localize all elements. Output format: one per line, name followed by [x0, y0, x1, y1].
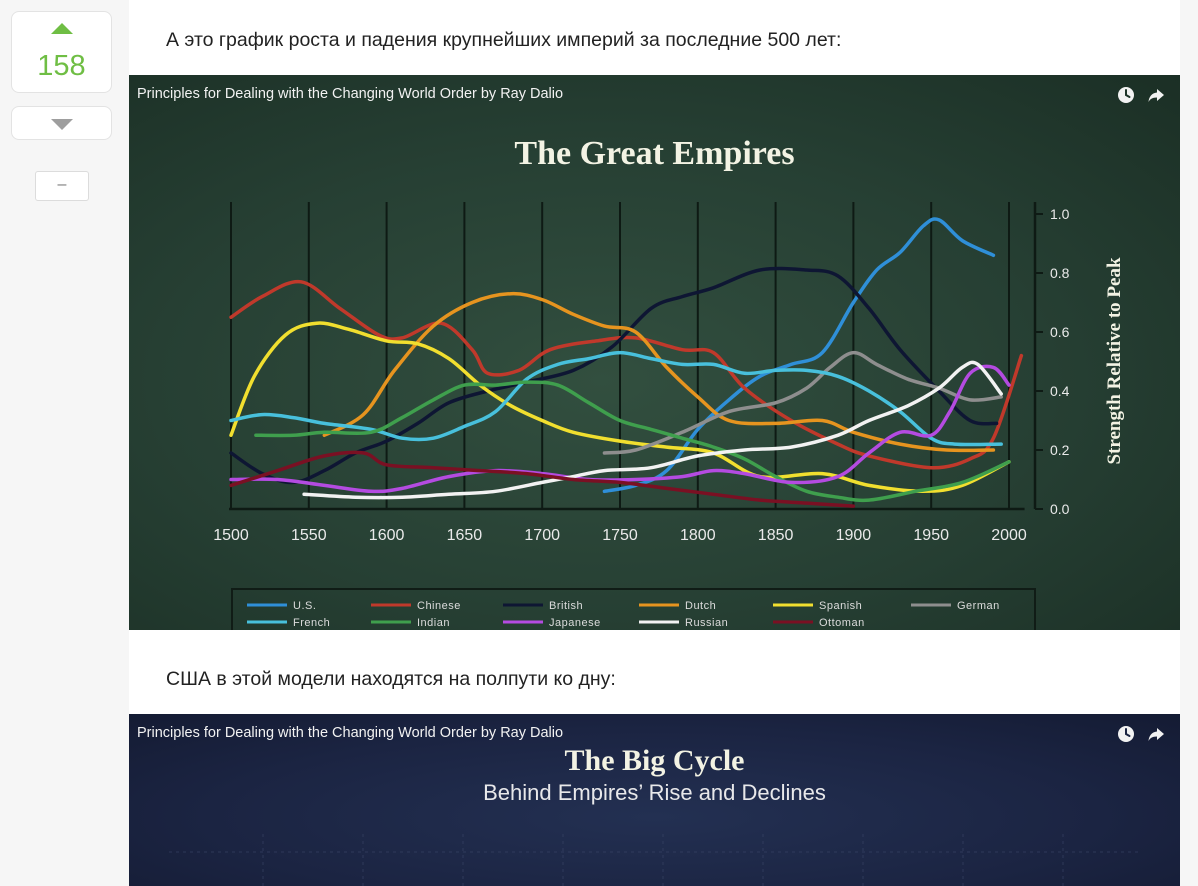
legend-box [231, 588, 1036, 630]
y-tick-label: 0.0 [1050, 501, 1070, 517]
post-content: А это график роста и падения крупнейших … [129, 0, 1180, 886]
series-line-indian [254, 380, 1011, 503]
chart-title: The Great Empires [514, 135, 795, 172]
y-tick-label: 0.8 [1050, 265, 1070, 281]
video-title: Principles for Dealing with the Changing… [137, 86, 564, 102]
y-tick-label: 0.4 [1050, 383, 1070, 399]
legend-label: British [549, 600, 583, 612]
legend-label: Japanese [549, 617, 601, 629]
series-line-spanish [229, 321, 1011, 494]
downvote-button[interactable] [11, 106, 112, 140]
clock-icon[interactable] [1116, 724, 1136, 744]
y-tick-label: 1.0 [1050, 206, 1070, 222]
series-line-ottoman [229, 450, 856, 508]
x-tick-label: 1650 [447, 527, 483, 544]
collapse-button[interactable]: – [35, 171, 89, 201]
x-tick-label: 1750 [602, 527, 638, 544]
legend-label: Indian [417, 617, 450, 629]
x-tick-label: 1500 [213, 527, 249, 544]
series-line-chinese [229, 279, 1024, 470]
x-tick-label: 1600 [369, 527, 405, 544]
x-tick-label: 1850 [758, 527, 794, 544]
x-tick-label: 1950 [913, 527, 949, 544]
legend-label: Chinese [417, 600, 461, 612]
x-tick-label: 1900 [836, 527, 872, 544]
x-tick-label: 1700 [524, 527, 560, 544]
legend-label: Ottoman [819, 617, 865, 629]
legend-label: U.S. [293, 600, 316, 612]
legend-label: Dutch [685, 600, 716, 612]
legend-label: Spanish [819, 600, 862, 612]
share-icon[interactable] [1146, 85, 1166, 105]
upvote-box: 158 [11, 11, 112, 93]
big-cycle-background [169, 834, 1139, 886]
y-tick-label: 0.2 [1050, 442, 1070, 458]
paragraph-us: США в этой модели находятся на полпути к… [166, 668, 616, 690]
series-line-french [229, 350, 1003, 447]
video-controls [1116, 724, 1166, 744]
legend-label: German [957, 600, 1000, 612]
series-line-british [229, 266, 999, 485]
series-line-japanese [229, 364, 1011, 494]
x-tick-label: 1550 [291, 527, 327, 544]
video-controls [1116, 85, 1166, 105]
series-line-russian [302, 360, 1003, 500]
vote-sidebar: 158 – [0, 0, 124, 886]
big-cycle-subtitle: Behind Empires’ Rise and Declines [483, 780, 826, 805]
vote-count: 158 [37, 50, 86, 82]
video-player-big-cycle[interactable]: Principles for Dealing with the Changing… [129, 714, 1180, 886]
great-empires-chart: 0.0 0.2 0.4 0.6 0.8 1.0 1500 1550 1600 1650 1700 17… [213, 202, 1125, 630]
y-axis-label: Strength Relative to Peak [1104, 257, 1125, 464]
paragraph-intro: А это график роста и падения крупнейших … [166, 29, 842, 51]
legend-label: Russian [685, 617, 728, 629]
y-tick-label: 0.6 [1050, 324, 1070, 340]
series-line-german [602, 350, 1003, 455]
x-tick-label: 1800 [680, 527, 716, 544]
legend-label: French [293, 617, 330, 629]
series-line-dutch [322, 291, 996, 453]
video-player-great-empires[interactable]: 0.0 0.2 0.4 0.6 0.8 1.0 1500 1550 1600 1650 1700 17… [129, 75, 1180, 630]
video-title: Principles for Dealing with the Changing… [137, 725, 564, 741]
x-tick-label: 2000 [991, 527, 1027, 544]
upvote-arrow-icon[interactable] [51, 23, 73, 34]
share-icon[interactable] [1146, 724, 1166, 744]
big-cycle-title: The Big Cycle [564, 744, 745, 777]
clock-icon[interactable] [1116, 85, 1136, 105]
downvote-arrow-icon [51, 119, 73, 130]
